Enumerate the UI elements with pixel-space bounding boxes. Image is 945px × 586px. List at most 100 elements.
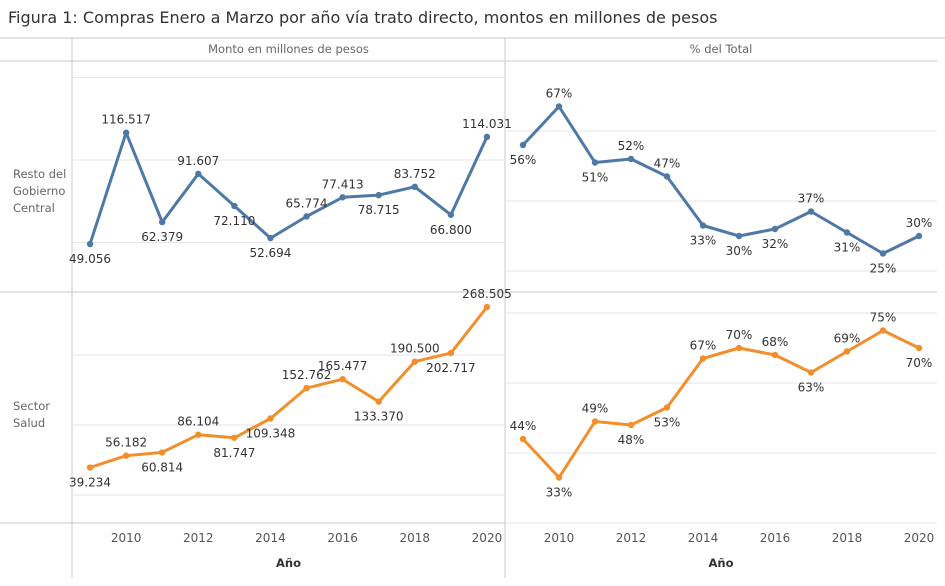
row-label: Central (13, 201, 55, 215)
data-point (231, 202, 238, 210)
chart-title: Figura 1: Compras Enero a Marzo por año … (8, 8, 718, 27)
data-point (339, 194, 346, 201)
data-label: 48% (618, 433, 645, 447)
data-point (555, 474, 563, 481)
data-point (195, 170, 202, 178)
data-point (627, 155, 635, 163)
x-tick-label: 2012 (183, 531, 214, 545)
data-point (267, 234, 274, 242)
data-point (411, 358, 418, 365)
data-label: 25% (870, 262, 897, 276)
data-label: 83.752 (394, 167, 436, 181)
data-point (879, 327, 887, 334)
data-label: 133.370 (354, 410, 404, 424)
data-point (339, 375, 346, 383)
row-label: Salud (13, 416, 45, 430)
data-point (122, 452, 130, 459)
x-tick-label: 2018 (400, 531, 431, 545)
data-label: 33% (690, 234, 717, 248)
data-label: 31% (834, 241, 861, 255)
data-point (879, 250, 887, 257)
data-point (519, 141, 527, 149)
data-point (447, 349, 455, 357)
data-label: 37% (798, 192, 825, 206)
data-point (303, 384, 310, 392)
data-label: 63% (798, 381, 825, 395)
data-point (303, 213, 310, 220)
series-line (521, 105, 920, 255)
data-label: 81.747 (213, 446, 255, 460)
data-point (447, 211, 455, 218)
data-point (86, 464, 94, 471)
data-label: 91.607 (177, 154, 219, 168)
data-point (699, 355, 707, 362)
data-point (375, 398, 382, 405)
row-label: Gobierno (13, 184, 65, 198)
x-tick-label: 2010 (111, 531, 142, 545)
data-label: 268.505 (462, 287, 512, 301)
series-line (89, 306, 489, 469)
data-label: 56% (510, 153, 537, 167)
column-header: Monto en millones de pesos (208, 42, 369, 56)
data-point (735, 344, 743, 352)
data-label: 190.500 (390, 342, 440, 356)
data-label: 52.694 (249, 246, 291, 260)
data-label: 72.110 (213, 214, 255, 228)
data-label: 65.774 (286, 196, 328, 210)
data-label: 51% (582, 171, 609, 185)
data-point (122, 129, 130, 136)
x-tick-label: 2010 (544, 531, 575, 545)
data-point (411, 183, 418, 191)
data-point (231, 434, 238, 441)
data-label: 52% (618, 139, 645, 153)
data-label: 78.715 (358, 203, 400, 217)
data-label: 67% (690, 339, 717, 353)
data-point (663, 173, 671, 180)
data-label: 30% (906, 216, 933, 230)
data-point (591, 418, 599, 425)
data-point (483, 133, 491, 141)
data-label: 67% (546, 87, 573, 101)
x-tick-label: 2014 (688, 531, 719, 545)
data-label: 49% (582, 402, 609, 416)
data-label: 70% (906, 356, 933, 370)
x-tick-label: 2014 (255, 531, 286, 545)
data-label: 70% (726, 328, 753, 342)
data-label: 109.348 (246, 426, 296, 440)
x-tick-label: 2020 (472, 531, 503, 545)
row-label: Resto del (13, 167, 66, 181)
data-label: 62.379 (141, 230, 183, 244)
data-point (555, 103, 563, 110)
data-label: 77.413 (322, 177, 364, 191)
data-point (735, 232, 743, 240)
data-point (375, 191, 382, 199)
data-point (807, 369, 815, 376)
data-point (86, 240, 94, 248)
data-point (627, 421, 635, 429)
data-label: 53% (654, 416, 681, 430)
data-label: 56.182 (105, 436, 147, 450)
data-label: 75% (870, 311, 897, 325)
x-tick-label: 2012 (616, 531, 647, 545)
data-label: 39.234 (69, 476, 111, 490)
data-label: 86.104 (177, 415, 219, 429)
data-label: 33% (546, 486, 573, 500)
data-label: 152.762 (282, 368, 332, 382)
data-point (591, 159, 599, 166)
series-line (521, 329, 920, 479)
data-label: 47% (654, 157, 681, 171)
data-label: 60.814 (141, 460, 183, 474)
x-axis-title: Año (709, 556, 734, 570)
data-label: 32% (762, 237, 789, 251)
data-point (843, 229, 851, 236)
data-point (483, 303, 491, 311)
data-point (699, 222, 707, 229)
data-label: 66.800 (430, 223, 472, 237)
data-label: 30% (726, 244, 753, 258)
x-tick-label: 2018 (832, 531, 863, 545)
data-label: 69% (834, 332, 861, 346)
data-label: 68% (762, 335, 789, 349)
data-label: 49.056 (69, 252, 111, 266)
data-point (195, 431, 202, 438)
